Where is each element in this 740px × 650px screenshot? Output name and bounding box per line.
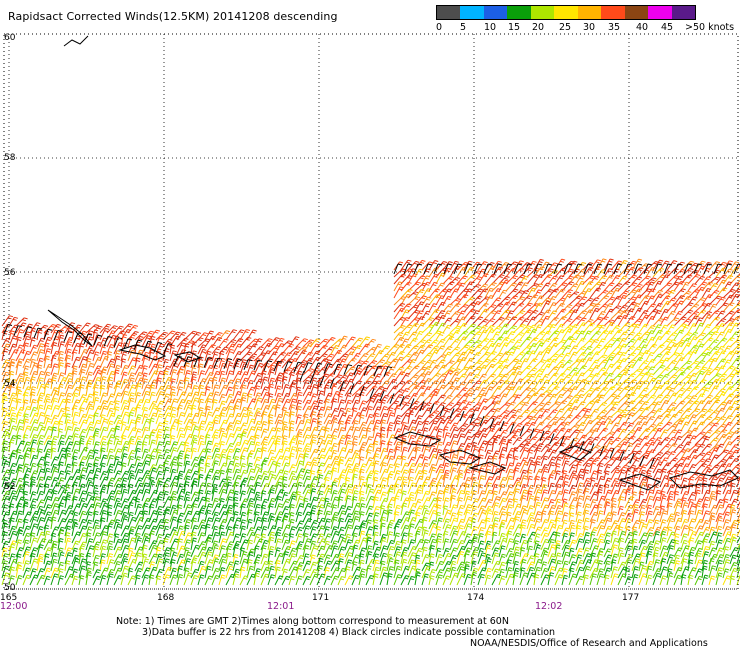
legend-color-swatch [460,6,484,19]
legend-color-swatch [530,6,555,19]
latitude-label: 56 [4,268,16,278]
legend-color-swatch [671,6,695,19]
legend-color-swatch [507,6,531,19]
coastline-segment [173,351,202,363]
legend-label: 0 [436,22,443,33]
graticule [4,33,738,590]
legend-label: 40 [636,22,649,33]
longitude-label: 171 [312,593,329,603]
legend-label: 30 [583,22,596,33]
coastline-segment [558,445,591,461]
legend-color-swatch [577,6,602,19]
time-label: 12:02 [535,601,562,612]
latitude-label: 50 [4,583,16,593]
latitude-label: 52 [4,482,15,492]
legend-label: 35 [608,22,621,33]
coastline-segment [669,469,739,489]
coastline-segment [63,35,89,47]
time-label: 12:00 [0,601,27,612]
legend-color-swatch [601,6,625,19]
wind-speed-legend: 0 5 10 15 20 25 30 35 40 45 >50 knots [436,5,736,34]
legend-label: 15 [508,22,521,33]
longitude-label: 177 [622,593,639,603]
legend-color-swatch [648,6,672,19]
longitude-label: 174 [467,593,484,603]
legend-label: 25 [559,22,572,33]
legend-label: 5 [460,22,467,33]
latitude-label: 58 [4,153,16,163]
legend-label: 10 [484,22,497,33]
legend-color-swatch [554,6,578,19]
coastline-segment [47,309,93,347]
latitude-label: 60 [4,33,16,43]
coastline [47,35,739,491]
legend-color-bar [436,5,696,20]
legend-color-swatch [483,6,508,19]
coastline-segment [438,449,482,465]
legend-color-swatch [624,6,649,19]
note-line-3: NOAA/NESDIS/Office of Research and Appli… [470,638,708,649]
wind-vectors [1,258,740,586]
time-label: 12:01 [267,601,294,612]
legend-color-swatch [437,6,461,19]
latitude-label: 54 [4,379,16,389]
coastline-segment [118,344,167,361]
legend-label: 20 [532,22,545,33]
note-line-2: 3)Data buffer is 22 hrs from 20141208 4)… [142,627,556,638]
map-frame [3,33,739,590]
legend-label: >50 knots [685,22,735,33]
longitude-label: 168 [157,593,174,603]
map-title: Rapidsact Corrected Winds(12.5KM) 201412… [8,10,338,23]
coastline-segment [393,431,442,447]
coastline-segment [468,461,507,475]
legend-labels: 0 5 10 15 20 25 30 35 40 45 >50 knots [436,20,736,34]
legend-label: 45 [661,22,674,33]
note-line-1: Note: 1) Times are GMT 2)Times along bot… [116,616,509,627]
longitude-label: 165 [0,593,17,603]
coastline-segment [618,473,662,491]
